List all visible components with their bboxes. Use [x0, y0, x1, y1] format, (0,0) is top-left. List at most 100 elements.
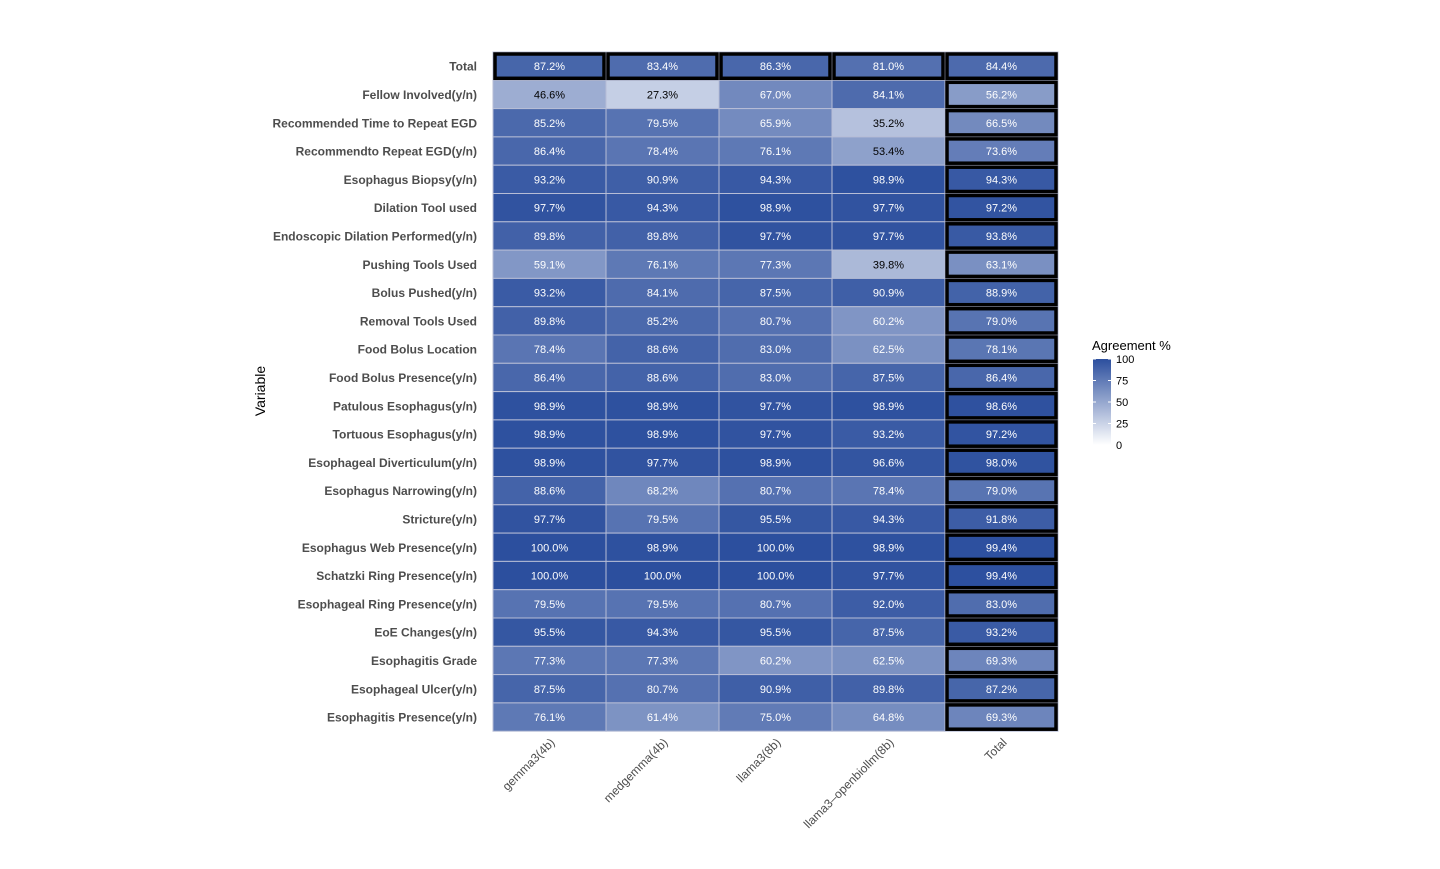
cell-value-label: 98.9%	[873, 174, 904, 186]
cell-value-label: 77.3%	[647, 655, 678, 667]
heatmap-cell	[944, 674, 1059, 704]
heatmap-cell	[718, 674, 833, 704]
heatmap-cell	[831, 702, 946, 732]
cell-value-label: 87.5%	[760, 288, 791, 300]
heatmap-cell	[718, 589, 833, 619]
cell-value-label: 86.4%	[534, 372, 565, 384]
heatmap-cell	[718, 136, 833, 166]
cell-value-label: 94.3%	[647, 203, 678, 215]
cell-value-label: 98.9%	[760, 457, 791, 469]
cell-value-label: 97.7%	[873, 231, 904, 243]
heatmap-cell	[492, 136, 607, 166]
heatmap-cell	[944, 334, 1059, 364]
highlight-cell-border	[945, 52, 1058, 81]
cell-value-label: 88.9%	[986, 288, 1017, 300]
row-label: Esophagus Narrowing(y/n)	[324, 484, 477, 498]
cell-value-label: 73.6%	[986, 146, 1017, 158]
heatmap-cell	[605, 674, 720, 704]
heatmap-cell	[718, 617, 833, 647]
cell-value-label: 76.1%	[760, 146, 791, 158]
heatmap-cell	[492, 362, 607, 393]
row-label: Esophageal Ring Presence(y/n)	[298, 597, 477, 611]
cell-value-label: 85.2%	[647, 316, 678, 328]
heatmap-cell	[831, 419, 946, 449]
row-label: Esophageal Diverticulum(y/n)	[308, 456, 477, 470]
highlight-cell-border	[945, 80, 1058, 109]
cell-value-label: 27.3%	[647, 89, 678, 101]
highlight-cell-border	[493, 52, 606, 81]
cell-value-label: 78.4%	[873, 486, 904, 498]
cell-value-label: 79.0%	[986, 486, 1017, 498]
cell-value-label: 86.4%	[986, 372, 1017, 384]
cell-value-label: 78.1%	[986, 344, 1017, 356]
cell-value-label: 98.0%	[986, 457, 1017, 469]
highlight-cell-border	[945, 250, 1058, 279]
heatmap-cell	[944, 617, 1059, 647]
row-label: Esophageal Ulcer(y/n)	[351, 682, 477, 696]
cell-value-label: 83.0%	[760, 344, 791, 356]
cell-value-label: 94.3%	[647, 627, 678, 639]
cell-value-label: 97.7%	[534, 514, 565, 526]
legend-tick-label: 100	[1116, 354, 1134, 366]
heatmap-cell	[944, 447, 1059, 478]
row-label: Esophagitis Presence(y/n)	[327, 711, 477, 725]
cell-value-label: 99.4%	[986, 542, 1017, 554]
cell-value-label: 97.7%	[534, 203, 565, 215]
row-label: Esophagus Web Presence(y/n)	[302, 541, 477, 555]
cell-value-label: 78.4%	[534, 344, 565, 356]
cell-value-label: 83.0%	[760, 372, 791, 384]
cell-value-label: 83.4%	[647, 61, 678, 73]
highlight-cell-border	[945, 363, 1058, 392]
cell-value-label: 85.2%	[534, 118, 565, 130]
cell-value-label: 68.2%	[647, 486, 678, 498]
cell-value-label: 53.4%	[873, 146, 904, 158]
heatmap-cell	[718, 476, 833, 506]
row-label: Total	[449, 60, 477, 74]
cell-value-label: 95.5%	[760, 627, 791, 639]
cell-value-label: 89.8%	[534, 316, 565, 328]
highlight-cell-border	[945, 561, 1058, 590]
cell-value-label: 60.2%	[873, 316, 904, 328]
heatmap-cell	[831, 249, 946, 279]
cell-value-label: 87.5%	[534, 684, 565, 696]
heatmap-cell	[492, 249, 607, 279]
cell-value-label: 75.0%	[760, 712, 791, 724]
cell-value-label: 100.0%	[757, 542, 795, 554]
heatmap-cell	[944, 702, 1059, 732]
highlight-borders	[493, 52, 1058, 731]
highlight-cell-border	[945, 703, 1058, 731]
cell-value-label: 97.7%	[760, 401, 791, 413]
cell-value-label: 93.2%	[534, 288, 565, 300]
highlight-cell-border	[945, 108, 1058, 137]
cell-value-label: 100.0%	[644, 571, 682, 583]
heatmap-cell	[831, 589, 946, 619]
cell-value-label: 93.2%	[873, 429, 904, 441]
cell-value-label: 79.5%	[534, 599, 565, 611]
heatmap-cell	[605, 51, 720, 81]
row-label: Endoscopic Dilation Performed(y/n)	[273, 229, 477, 243]
cell-value-label: 98.6%	[986, 401, 1017, 413]
legend-ticks: 100 75 50 25 0	[1093, 354, 1134, 452]
heatmap-cell	[605, 108, 720, 138]
legend-colorbar	[1093, 359, 1111, 445]
cell-value-label: 56.2%	[986, 89, 1017, 101]
heatmap-cell	[492, 589, 607, 619]
cell-value-label: 98.9%	[647, 401, 678, 413]
cell-value-label: 80.7%	[760, 486, 791, 498]
heatmap-cell	[944, 476, 1059, 506]
heatmap-cell	[605, 617, 720, 647]
cell-value-label: 96.6%	[873, 457, 904, 469]
heatmap-cell	[605, 447, 720, 478]
heatmap-cell	[492, 504, 607, 534]
highlight-cell-border	[945, 193, 1058, 222]
legend-tick-label: 75	[1116, 376, 1128, 388]
row-label: Recommendto Repeat EGD(y/n)	[296, 145, 477, 159]
cell-value-label: 79.5%	[647, 599, 678, 611]
heatmap-cell	[492, 419, 607, 449]
row-label: Stricture(y/n)	[402, 512, 477, 526]
row-label: Bolus Pushed(y/n)	[372, 286, 477, 300]
cell-value-label: 97.7%	[873, 571, 904, 583]
highlight-cell-border	[945, 137, 1058, 165]
